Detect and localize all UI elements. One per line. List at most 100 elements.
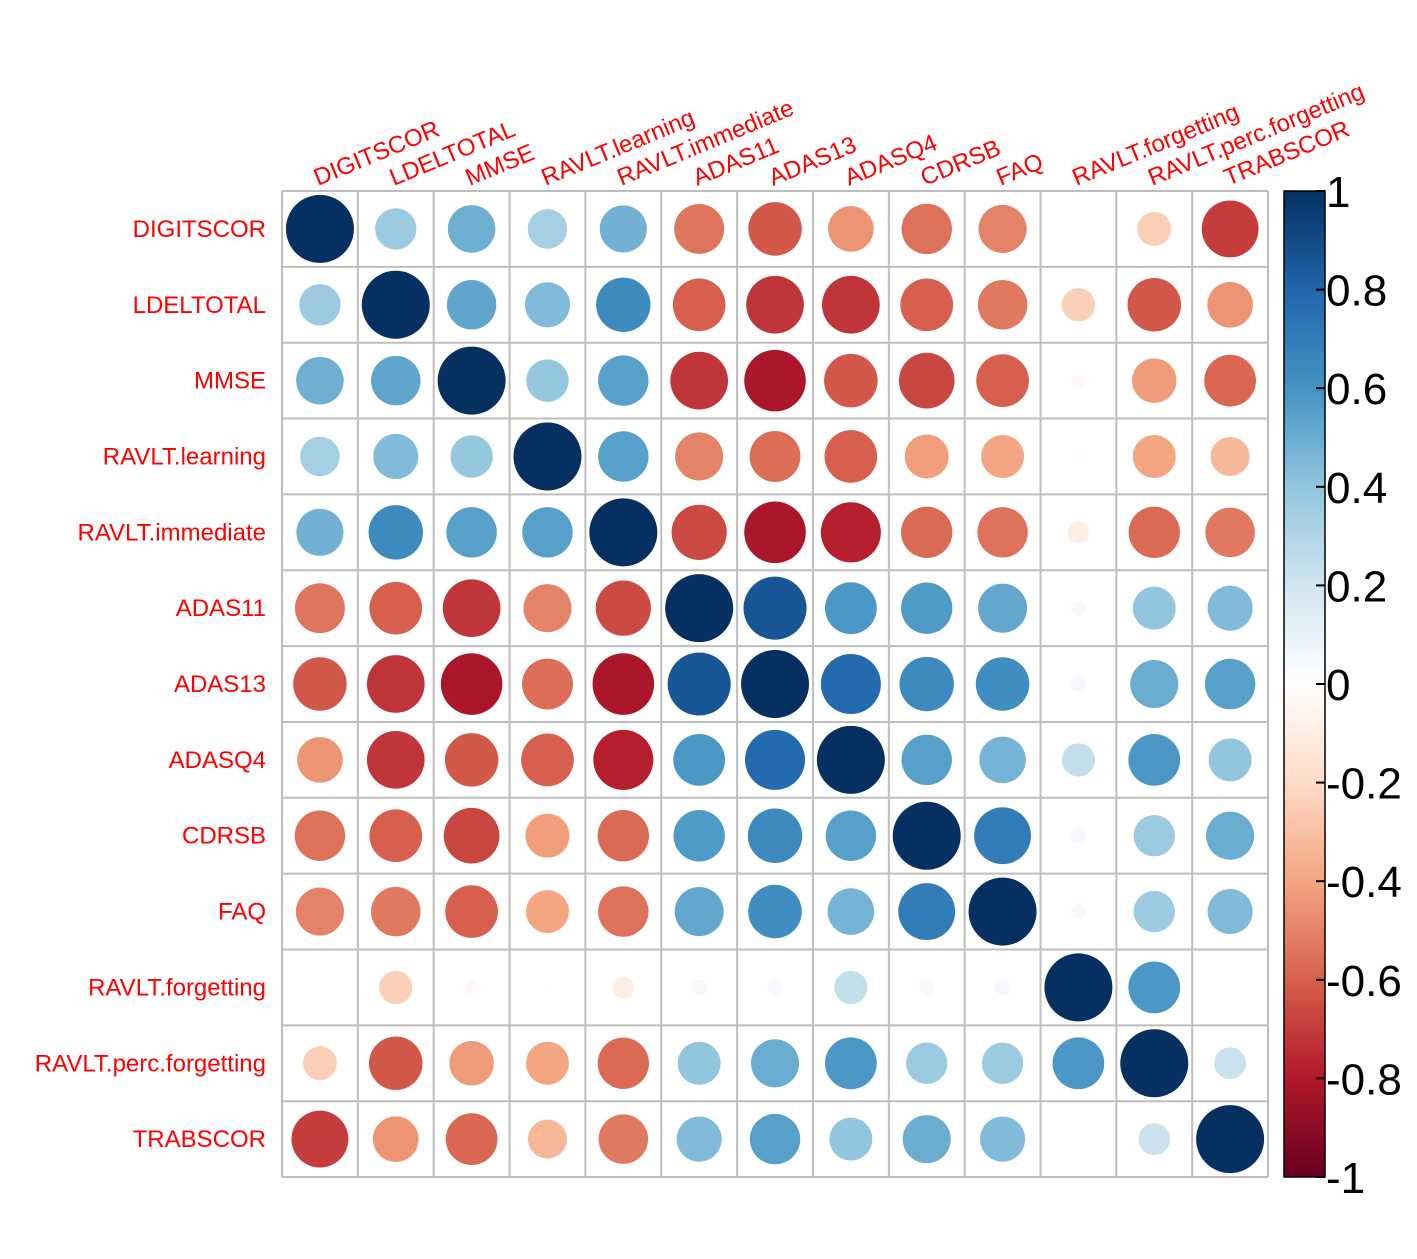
corr-circle-TRABSCOR-MMSE	[445, 1113, 498, 1166]
corr-circle-LDELTOTAL-RAVLT.learning	[524, 282, 571, 328]
corr-circle-MMSE-ADAS11	[670, 351, 729, 410]
corr-circle-MMSE-CDRSB	[898, 352, 955, 409]
colorbar-tick-label: 0.8	[1326, 267, 1387, 316]
corr-circle-FAQ-TRABSCOR	[1207, 889, 1253, 935]
corr-circle-RAVLT.immediate-TRABSCOR	[1205, 507, 1255, 558]
corr-circle-TRABSCOR-RAVLT.perc.forgetting	[1138, 1123, 1171, 1156]
corr-circle-ADASQ4-ADAS11	[673, 733, 726, 786]
corr-circle-RAVLT.perc.forgetting-RAVLT.perc.forgetting	[1120, 1029, 1189, 1098]
corr-circle-LDELTOTAL-RAVLT.perc.forgetting	[1127, 278, 1182, 332]
corr-circle-CDRSB-ADASQ4	[825, 810, 877, 861]
corr-circle-RAVLT.immediate-RAVLT.forgetting	[1067, 521, 1090, 544]
corr-circle-LDELTOTAL-TRABSCOR	[1207, 281, 1253, 328]
corr-circle-RAVLT.forgetting-ADAS11	[691, 979, 707, 996]
corr-circle-CDRSB-MMSE	[443, 807, 500, 864]
corr-circle-CDRSB-CDRSB	[892, 801, 961, 870]
corr-circle-ADAS13-RAVLT.immediate	[592, 653, 655, 715]
corr-circle-RAVLT.learning-LDELTOTAL	[373, 433, 419, 480]
corr-circle-FAQ-ADASQ4	[827, 888, 875, 935]
corr-circle-FAQ-FAQ	[968, 877, 1037, 946]
corr-circle-ADASQ4-RAVLT.perc.forgetting	[1128, 733, 1181, 786]
corr-circle-ADAS13-ADAS11	[667, 652, 731, 716]
corr-circle-RAVLT.learning-MMSE	[450, 435, 493, 478]
row-label: RAVLT.learning	[103, 443, 266, 470]
corr-circle-DIGITSCOR-ADAS11	[674, 203, 725, 254]
corr-circle-RAVLT.learning-TRABSCOR	[1210, 436, 1250, 477]
colorbar-tick-label: 1	[1326, 168, 1350, 217]
corr-circle-RAVLT.forgetting-RAVLT.learning	[544, 984, 551, 991]
corr-circle-RAVLT.immediate-ADASQ4	[820, 502, 881, 563]
corr-circle-FAQ-ADAS13	[748, 884, 802, 939]
corr-circle-LDELTOTAL-MMSE	[446, 280, 497, 330]
corr-circle-RAVLT.immediate-RAVLT.perc.forgetting	[1128, 506, 1180, 558]
corr-circle-MMSE-RAVLT.immediate	[598, 355, 649, 406]
corr-circle-RAVLT.immediate-LDELTOTAL	[368, 505, 423, 560]
corr-circle-RAVLT.perc.forgetting-ADAS11	[677, 1041, 721, 1085]
corr-circle-RAVLT.forgetting-LDELTOTAL	[379, 970, 413, 1005]
corr-circle-RAVLT.learning-RAVLT.perc.forgetting	[1132, 434, 1176, 478]
corr-circle-TRABSCOR-CDRSB	[902, 1115, 951, 1164]
row-label: LDELTOTAL	[133, 292, 266, 319]
corr-circle-RAVLT.forgetting-RAVLT.immediate	[612, 976, 635, 999]
corr-circle-DIGITSCOR-ADAS13	[748, 202, 802, 256]
corr-circle-CDRSB-RAVLT.learning	[525, 813, 570, 858]
corr-circle-TRABSCOR-ADAS11	[676, 1116, 722, 1162]
row-label: ADASQ4	[169, 747, 266, 774]
corr-circle-ADASQ4-RAVLT.learning	[521, 733, 574, 787]
row-label: ADAS11	[176, 595, 266, 622]
corr-circle-RAVLT.perc.forgetting-RAVLT.immediate	[597, 1037, 649, 1089]
corr-circle-RAVLT.perc.forgetting-RAVLT.learning	[525, 1041, 569, 1085]
corr-circle-ADAS11-ADASQ4	[824, 582, 877, 635]
corr-circle-ADASQ4-RAVLT.forgetting	[1061, 743, 1096, 777]
corr-circle-RAVLT.perc.forgetting-CDRSB	[906, 1042, 948, 1084]
corr-circle-MMSE-RAVLT.learning	[526, 359, 569, 402]
colorbar-tick-label: 0.2	[1326, 562, 1387, 611]
corr-circle-RAVLT.forgetting-CDRSB	[919, 979, 935, 996]
corr-circle-LDELTOTAL-RAVLT.immediate	[596, 277, 651, 332]
correlation-circles	[285, 194, 1265, 1174]
row-label: RAVLT.perc.forgetting	[35, 1050, 266, 1077]
corr-circle-RAVLT.perc.forgetting-ADAS13	[750, 1039, 800, 1088]
corr-circle-MMSE-LDELTOTAL	[371, 355, 421, 406]
corr-circle-DIGITSCOR-LDELTOTAL	[375, 208, 417, 250]
corr-circle-LDELTOTAL-LDELTOTAL	[361, 270, 430, 339]
corr-circle-TRABSCOR-FAQ	[980, 1116, 1026, 1162]
corr-circle-ADAS13-LDELTOTAL	[366, 655, 425, 713]
corr-circle-ADASQ4-ADASQ4	[816, 725, 885, 794]
corr-circle-ADAS11-LDELTOTAL	[369, 581, 423, 635]
corr-circle-TRABSCOR-TRABSCOR	[1196, 1105, 1265, 1174]
corr-circle-RAVLT.immediate-ADAS13	[744, 501, 806, 564]
row-label: TRABSCOR	[133, 1126, 266, 1153]
corr-circle-FAQ-RAVLT.perc.forgetting	[1133, 890, 1175, 933]
corr-circle-FAQ-RAVLT.forgetting	[1070, 903, 1087, 920]
corr-circle-RAVLT.perc.forgetting-DIGITSCOR	[302, 1046, 337, 1081]
corr-circle-LDELTOTAL-CDRSB	[900, 278, 954, 332]
corr-circle-DIGITSCOR-TRABSCOR	[1201, 200, 1259, 258]
corr-circle-ADAS11-RAVLT.forgetting	[1070, 600, 1087, 616]
corr-circle-RAVLT.perc.forgetting-MMSE	[449, 1040, 494, 1086]
corr-circle-ADAS11-CDRSB	[901, 582, 953, 634]
corr-circle-DIGITSCOR-RAVLT.perc.forgetting	[1137, 211, 1172, 246]
corr-circle-FAQ-CDRSB	[898, 883, 956, 941]
corr-circle-MMSE-RAVLT.forgetting	[1071, 373, 1086, 388]
corr-circle-RAVLT.immediate-CDRSB	[901, 506, 953, 558]
corr-circle-ADAS13-ADASQ4	[820, 653, 881, 715]
corr-circle-ADASQ4-ADAS13	[744, 729, 806, 790]
corr-circle-RAVLT.immediate-ADAS11	[671, 504, 727, 560]
corr-circle-ADAS13-FAQ	[975, 657, 1030, 711]
corr-circle-FAQ-RAVLT.learning	[525, 890, 569, 934]
corr-circle-ADAS13-ADAS13	[741, 650, 810, 719]
corr-circle-ADAS11-ADAS13	[743, 576, 807, 640]
colorbar-tick-label: -0.4	[1326, 858, 1402, 907]
corr-circle-CDRSB-DIGITSCOR	[294, 810, 346, 861]
corr-circle-ADAS13-RAVLT.forgetting	[1070, 676, 1087, 692]
row-label: ADAS13	[174, 671, 266, 698]
corr-circle-RAVLT.forgetting-FAQ	[994, 979, 1011, 996]
colorbar-tick-label: 0	[1326, 661, 1350, 710]
corr-circle-RAVLT.learning-RAVLT.forgetting	[1075, 453, 1082, 460]
colorbar-tick-label: -1	[1326, 1154, 1365, 1203]
colorbar-tick-label: 0.6	[1326, 365, 1387, 414]
corr-circle-RAVLT.perc.forgetting-LDELTOTAL	[369, 1036, 423, 1091]
corr-circle-RAVLT.learning-FAQ	[981, 434, 1025, 478]
